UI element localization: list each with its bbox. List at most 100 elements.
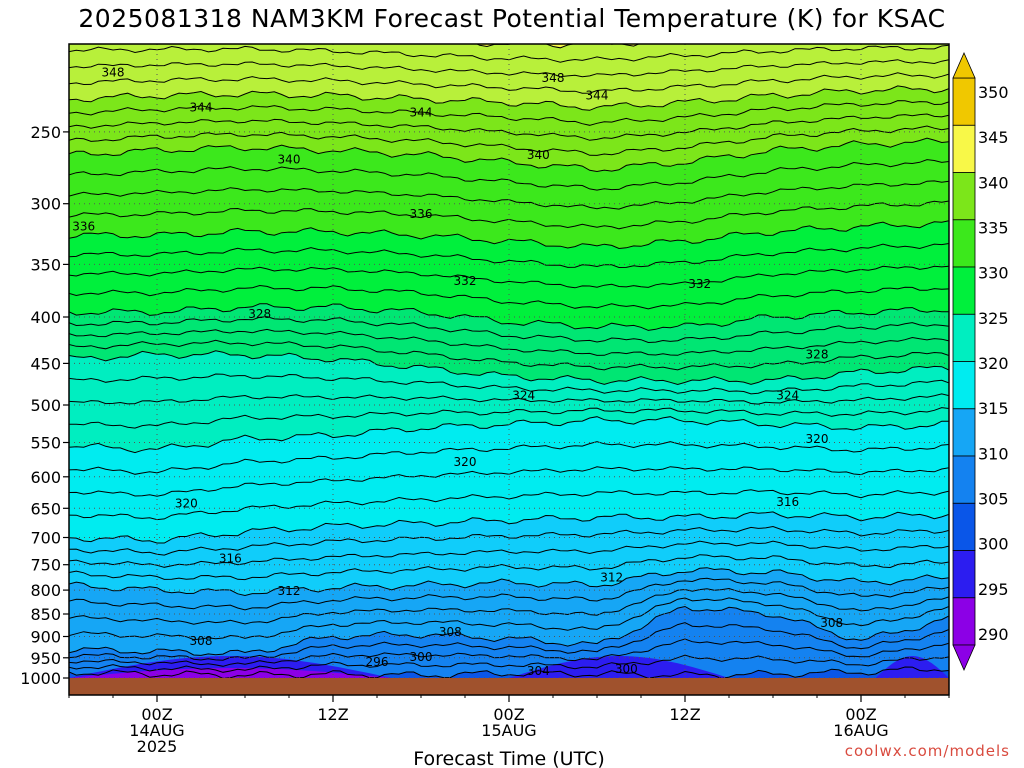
- contour-label: 308: [820, 616, 843, 630]
- watermark: coolwx.com/models: [844, 742, 1010, 760]
- theta-band: [69, 44, 949, 111]
- contour-labels: 348 348 344 344 344 340 340 336 336 332 332 328 328 3…: [72, 66, 843, 678]
- colorbar-label: 325: [978, 309, 1009, 328]
- colorbar-segment: [952, 266, 976, 315]
- colorbar-label: 330: [978, 264, 1009, 283]
- cold-pool-core: [875, 668, 949, 678]
- colorbar-label: 295: [978, 580, 1009, 599]
- colorbar-segment: [952, 455, 976, 504]
- contour-label: 332: [688, 277, 711, 291]
- theta-contour: [69, 638, 949, 667]
- colorbar-label: 350: [978, 83, 1009, 102]
- theta-contour: [69, 587, 949, 625]
- colorbar-label: 305: [978, 490, 1009, 509]
- theta-contour: [69, 113, 949, 141]
- x-tick-label: 16AUG: [833, 721, 888, 740]
- colorbar-label: 310: [978, 444, 1009, 463]
- theta-contour: [69, 554, 949, 581]
- colorbar-segment: [952, 550, 976, 599]
- y-tick-label: 750: [30, 556, 61, 575]
- contour-label: 344: [190, 101, 213, 115]
- colorbar-segment: [952, 313, 976, 362]
- colorbar-segment: [952, 172, 976, 221]
- theta-contour: [69, 59, 949, 78]
- contour-label: 336: [72, 220, 95, 234]
- contour-label: 332: [454, 274, 477, 288]
- contour-label: 328: [248, 307, 271, 321]
- ground-surface: [69, 678, 949, 695]
- theta-contour: [69, 125, 949, 156]
- contour-label: 316: [776, 495, 799, 509]
- theta-contour: [69, 567, 949, 597]
- y-tick-label: 850: [30, 605, 61, 624]
- contour-label: 348: [102, 66, 125, 80]
- y-tick-label: 1000: [20, 669, 61, 688]
- contour-label: 324: [776, 388, 799, 402]
- y-tick-label: 450: [30, 354, 61, 373]
- theta-contour: [69, 284, 949, 310]
- contour-label: 320: [454, 455, 477, 469]
- y-tick-label: 800: [30, 581, 61, 600]
- contour-label: 344: [586, 89, 609, 103]
- colorbar-label: 315: [978, 399, 1009, 418]
- theta-contour: [69, 622, 949, 661]
- colorbar-label: 340: [978, 173, 1009, 192]
- colorbar-segment: [952, 361, 976, 410]
- contour-label: 324: [512, 388, 535, 402]
- colorbar: 350 345 340 335 330 325 320 315 310 305 300 295 290: [952, 52, 1009, 671]
- contour-label: 312: [278, 584, 301, 598]
- theta-contour: [69, 72, 949, 94]
- colorbar-segment: [952, 77, 976, 126]
- x-tick-label: 14AUG: [129, 721, 184, 740]
- x-tick-label: 12Z: [669, 705, 700, 724]
- chart-title: 2025081318 NAM3KM Forecast Potential Tem…: [78, 4, 946, 33]
- y-tick-label: 700: [30, 529, 61, 548]
- x-tick-label: 12Z: [317, 705, 348, 724]
- theta-contour: [69, 654, 949, 673]
- gridlines: [69, 44, 949, 695]
- y-tick-label: 550: [30, 434, 61, 453]
- contour-label: 316: [219, 551, 242, 565]
- colorbar-label: 335: [978, 219, 1009, 238]
- theta-contour: [69, 8, 949, 26]
- theta-contour: [69, 373, 949, 395]
- x-tick-label: 15AUG: [481, 721, 536, 740]
- x-axis-label: Forecast Time (UTC): [413, 748, 604, 768]
- contour-label: 320: [175, 496, 198, 510]
- colorbar-min-arrow: [952, 644, 976, 671]
- colorbar-label: 290: [978, 625, 1009, 644]
- y-tick-label: 300: [30, 195, 61, 214]
- y-tick-label: 250: [30, 123, 61, 142]
- y-tick-label: 600: [30, 468, 61, 487]
- theta-contour: [69, 407, 949, 429]
- colorbar-segment: [952, 502, 976, 551]
- colorbar-label: 345: [978, 128, 1009, 147]
- contour-label: 304: [527, 664, 550, 678]
- contour-label: 296: [366, 655, 389, 669]
- colorbar-segment: [952, 408, 976, 457]
- theta-contour: [69, 243, 949, 269]
- colorbar-segment: [952, 124, 976, 174]
- contour-label: 336: [410, 207, 433, 221]
- y-tick-label: 650: [30, 499, 61, 518]
- y-axis: 250 300 350 400 450 500 550 600 650 700 750 800 850 9…: [20, 123, 69, 688]
- x-tick-label: 2025: [137, 737, 178, 756]
- theta-contour: [69, 303, 949, 331]
- colorbar-segment: [952, 597, 976, 646]
- contour-label: 320: [806, 432, 829, 446]
- theta-contour: [69, 265, 949, 289]
- contour-label: 300: [410, 650, 433, 664]
- colorbar-label: 300: [978, 535, 1009, 554]
- x-tick-label: 00Z: [845, 705, 876, 724]
- theta-contour: [69, 15, 949, 33]
- contour-label: 328: [806, 348, 829, 362]
- contour-label: 308: [439, 625, 462, 639]
- theta-fill-bands: [69, 44, 949, 695]
- theta-contour: [69, 597, 949, 641]
- contour-label: 344: [410, 106, 433, 120]
- y-tick-label: 400: [30, 308, 61, 327]
- y-tick-label: 500: [30, 396, 61, 415]
- theta-contour: [69, 339, 949, 371]
